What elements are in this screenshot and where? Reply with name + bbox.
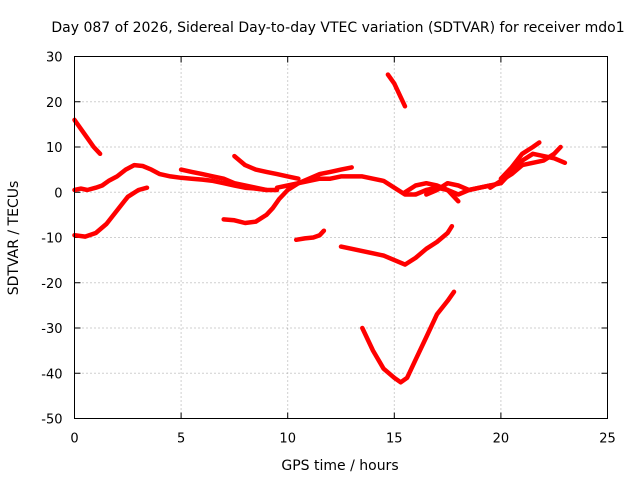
series-line-6 [221, 165, 354, 226]
series-line-15 [498, 140, 542, 181]
y-tick-label: -40 [41, 367, 62, 382]
y-tick-label: 0 [54, 186, 62, 201]
axis-ticks [74, 56, 608, 419]
y-tick-label: -50 [41, 413, 62, 428]
x-tick-label: 25 [599, 432, 616, 447]
x-tick-label: 10 [279, 432, 296, 447]
series-line-16 [519, 144, 563, 168]
y-tick-label: 20 [46, 96, 63, 111]
series-line-9 [424, 180, 493, 197]
x-axis-label: GPS time / hours [281, 458, 398, 474]
series-line-5 [232, 153, 301, 181]
plot-frame [74, 56, 608, 419]
series-line-4 [178, 167, 269, 193]
series-line-8 [402, 180, 461, 204]
series-line-11 [293, 228, 327, 243]
y-tick-label: -20 [41, 277, 62, 292]
y-tick-label: -10 [41, 232, 62, 247]
y-tick-label: -30 [41, 322, 62, 337]
series-line-3 [72, 185, 150, 239]
x-tick-label: 20 [493, 432, 510, 447]
series-line-13 [360, 289, 457, 385]
x-tick-label: 15 [386, 432, 403, 447]
x-tick-label: 5 [177, 432, 185, 447]
data-series [72, 72, 568, 385]
grid-lines [74, 56, 608, 419]
chart-title: Day 087 of 2026, Sidereal Day-to-day VTE… [51, 20, 624, 36]
y-tick-label: 10 [46, 141, 63, 156]
y-tick-labels: 30 20 10 0 -10 -20 -30 -40 -50 [41, 51, 62, 428]
x-tick-labels: 0 5 10 15 20 25 [70, 432, 615, 447]
series-line-10 [385, 72, 408, 109]
series-line-17 [487, 162, 525, 190]
y-tick-label: 30 [46, 51, 63, 66]
series-line-12 [338, 223, 455, 267]
x-tick-label: 0 [70, 432, 78, 447]
series-line-1 [72, 117, 103, 157]
y-axis-label: SDTVAR / TECUs [6, 181, 22, 296]
series-line-7 [274, 174, 504, 197]
